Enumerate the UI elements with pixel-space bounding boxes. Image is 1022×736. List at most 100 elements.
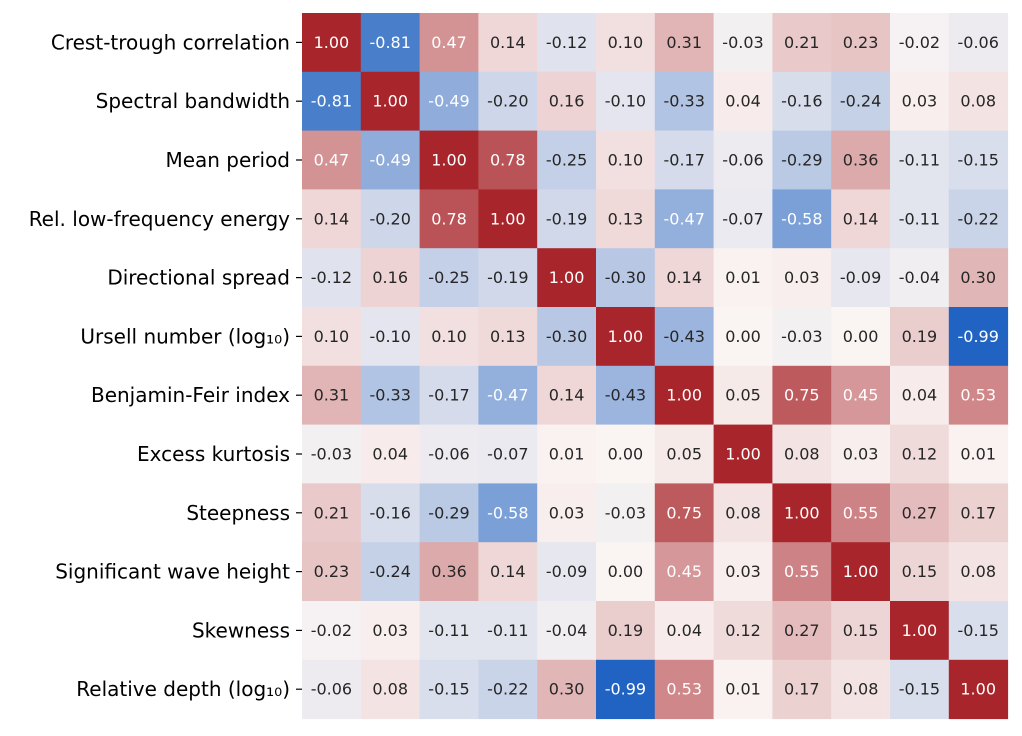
heatmap-cell-r2-c4 [537, 130, 597, 190]
heatmap-cell-r4-c9 [831, 248, 891, 308]
heatmap-cell-r7-c4 [537, 424, 597, 484]
heatmap-cell-r9-c7 [713, 542, 773, 602]
cell-value-label: 0.78 [431, 209, 467, 228]
heatmap-cell-r1-c9 [831, 71, 891, 132]
heatmap-cell-r9-c6 [654, 542, 715, 602]
cell-value-label: 0.19 [608, 621, 644, 640]
heatmap-cell-r5-c3 [478, 307, 538, 367]
cell-value-label: 0.03 [902, 92, 938, 111]
cell-value-label: 0.00 [608, 562, 644, 581]
heatmap-cell-r8-c4 [537, 483, 597, 543]
heatmap-cell-r3-c0 [302, 189, 362, 249]
row-label: Crest-trough correlation [51, 30, 290, 54]
cell-value-label: 0.10 [608, 33, 644, 52]
cell-value-label: 0.36 [431, 562, 467, 581]
heatmap-cell-r6-c0 [302, 365, 362, 426]
heatmap-cell-r1-c5 [596, 71, 656, 132]
heatmap-cell-r11-c7 [713, 659, 773, 720]
heatmap-cell-r11-c5 [596, 659, 656, 720]
heatmap-cell-r5-c2 [419, 307, 479, 367]
cell-value-label: -0.09 [840, 268, 881, 287]
cell-value-label: -0.15 [957, 151, 998, 170]
cell-value-label: -0.24 [369, 562, 410, 581]
cell-value-label: 0.78 [490, 151, 526, 170]
cell-value-label: 0.47 [431, 33, 467, 52]
cell-value-label: -0.15 [428, 680, 469, 699]
heatmap-cell-r11-c8 [772, 659, 832, 720]
row-label: Significant wave height [55, 560, 290, 584]
cell-value-label: 0.05 [666, 445, 702, 464]
cell-value-label: -0.09 [546, 562, 587, 581]
cell-value-label: 0.08 [372, 680, 408, 699]
heatmap-cell-r0-c9 [831, 13, 891, 73]
cell-value-label: 0.27 [784, 621, 820, 640]
heatmap-cell-r10-c8 [772, 601, 832, 661]
heatmap-cell-r8-c8 [772, 483, 832, 543]
heatmap-cell-r11-c9 [831, 659, 891, 720]
heatmap-cell-r9-c0 [302, 542, 362, 602]
cell-value-label: 0.16 [549, 92, 585, 111]
heatmap-cell-r6-c5 [596, 365, 656, 426]
heatmap-cell-r9-c10 [890, 542, 950, 602]
heatmap-cell-r9-c4 [537, 542, 597, 602]
heatmap-cell-r4-c6 [654, 248, 715, 308]
heatmap-cell-r3-c10 [890, 189, 950, 249]
cell-value-label: -0.47 [663, 209, 704, 228]
cell-value-label: 0.10 [314, 327, 350, 346]
heatmap-cell-r10-c1 [360, 601, 421, 661]
cell-value-label: 0.36 [843, 151, 879, 170]
cell-value-label: 0.03 [784, 268, 820, 287]
cell-value-label: 0.08 [960, 562, 996, 581]
cell-value-label: 0.14 [490, 562, 526, 581]
cell-value-label: -0.58 [781, 209, 822, 228]
row-label: Rel. low-frequency energy [29, 207, 290, 231]
cell-value-label: 0.55 [843, 503, 879, 522]
heatmap-cell-r2-c5 [596, 130, 656, 190]
heatmap-cell-r1-c3 [478, 71, 538, 132]
heatmap-cell-r0-c4 [537, 13, 597, 73]
heatmap-cell-r6-c6 [654, 365, 715, 426]
heatmap-cell-r6-c2 [419, 365, 479, 426]
heatmap-cell-r11-c6 [654, 659, 715, 720]
heatmap-cell-r6-c9 [831, 365, 891, 426]
heatmap-cell-r8-c1 [360, 483, 421, 543]
cell-value-label: -0.43 [605, 386, 646, 405]
heatmap-cell-r4-c3 [478, 248, 538, 308]
heatmap-cell-r10-c10 [890, 601, 950, 661]
heatmap-cell-r4-c4 [537, 248, 597, 308]
cell-value-label: 0.03 [843, 445, 879, 464]
heatmap-cell-r2-c7 [713, 130, 773, 190]
cell-value-label: 0.15 [843, 621, 879, 640]
heatmap-cell-r9-c1 [360, 542, 421, 602]
cell-value-label: 0.00 [843, 327, 879, 346]
cell-value-label: 0.16 [372, 268, 408, 287]
heatmap-cell-r0-c0 [302, 13, 362, 73]
cell-value-label: 0.19 [902, 327, 938, 346]
heatmap-cell-r7-c1 [360, 424, 421, 484]
heatmap-cell-r9-c3 [478, 542, 538, 602]
cell-value-label: -0.33 [663, 92, 704, 111]
cell-value-label: 0.04 [902, 386, 938, 405]
cell-value-label: -0.25 [428, 268, 469, 287]
cell-value-label: 0.14 [490, 33, 526, 52]
heatmap-cell-r8-c0 [302, 483, 362, 543]
cell-value-label: 0.17 [784, 680, 820, 699]
heatmap-cells: 1.00 -0.81 0.47 0.14 -0.12 0.10 0.31 -0.03 0.21 0… [302, 13, 1009, 720]
cell-value-label: 0.14 [314, 209, 350, 228]
cell-value-label: -0.99 [605, 680, 646, 699]
heatmap-cell-r3-c8 [772, 189, 832, 249]
cell-value-label: 0.04 [372, 445, 408, 464]
heatmap-cell-r1-c7 [713, 71, 773, 132]
heatmap-cell-r3-c1 [360, 189, 421, 249]
cell-value-label: 0.01 [725, 268, 761, 287]
row-label: Steepness [186, 501, 290, 525]
heatmap-cell-r4-c0 [302, 248, 362, 308]
row-label: Benjamin-Feir index [91, 383, 290, 407]
heatmap-cell-r2-c0 [302, 130, 362, 190]
heatmap-cell-r1-c10 [890, 71, 950, 132]
heatmap-cell-r10-c4 [537, 601, 597, 661]
cell-value-label: -0.06 [311, 680, 352, 699]
row-ticks [296, 41, 302, 690]
heatmap-cell-r7-c6 [654, 424, 715, 484]
heatmap-cell-r4-c1 [360, 248, 421, 308]
